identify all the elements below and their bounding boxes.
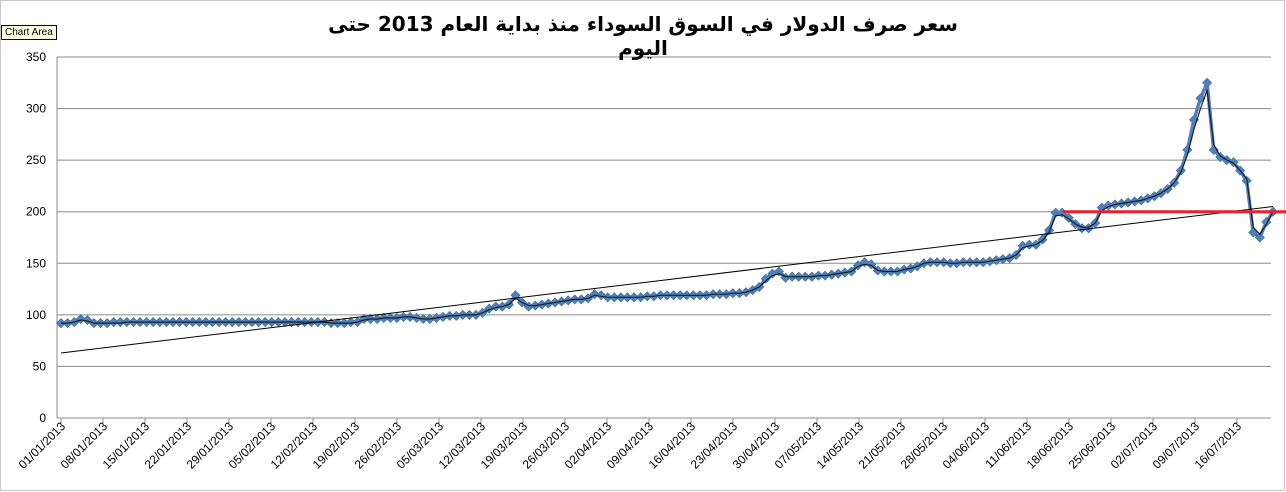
smoothed-line <box>61 89 1274 324</box>
series-line <box>61 81 1275 325</box>
y-tick-label: 250 <box>26 153 46 167</box>
y-tick-label: 350 <box>26 50 46 64</box>
y-tick-label: 300 <box>26 102 46 116</box>
data-point <box>1215 152 1226 163</box>
data-point <box>345 317 356 328</box>
data-point <box>1044 225 1055 236</box>
data-point <box>1202 77 1213 88</box>
chart-title: سعر صرف الدولار في السوق السوداء منذ بدا… <box>328 12 958 60</box>
data-point <box>859 257 870 268</box>
data-point <box>1175 165 1186 176</box>
data-point <box>1037 234 1048 245</box>
data-point <box>108 317 119 328</box>
y-tick-label: 150 <box>26 256 46 270</box>
chart-area-tooltip: Chart Area <box>1 25 57 40</box>
trendline <box>60 206 1274 354</box>
data-point <box>1195 93 1206 104</box>
data-point <box>773 266 785 277</box>
data-point <box>760 273 771 284</box>
y-tick-label: 100 <box>26 308 46 322</box>
data-point <box>115 317 126 328</box>
y-tick-label: 50 <box>33 359 47 373</box>
data-point <box>1254 232 1265 243</box>
y-tick-label: 200 <box>26 205 46 219</box>
y-tick-label: 0 <box>39 411 46 425</box>
data-point <box>1228 157 1239 168</box>
